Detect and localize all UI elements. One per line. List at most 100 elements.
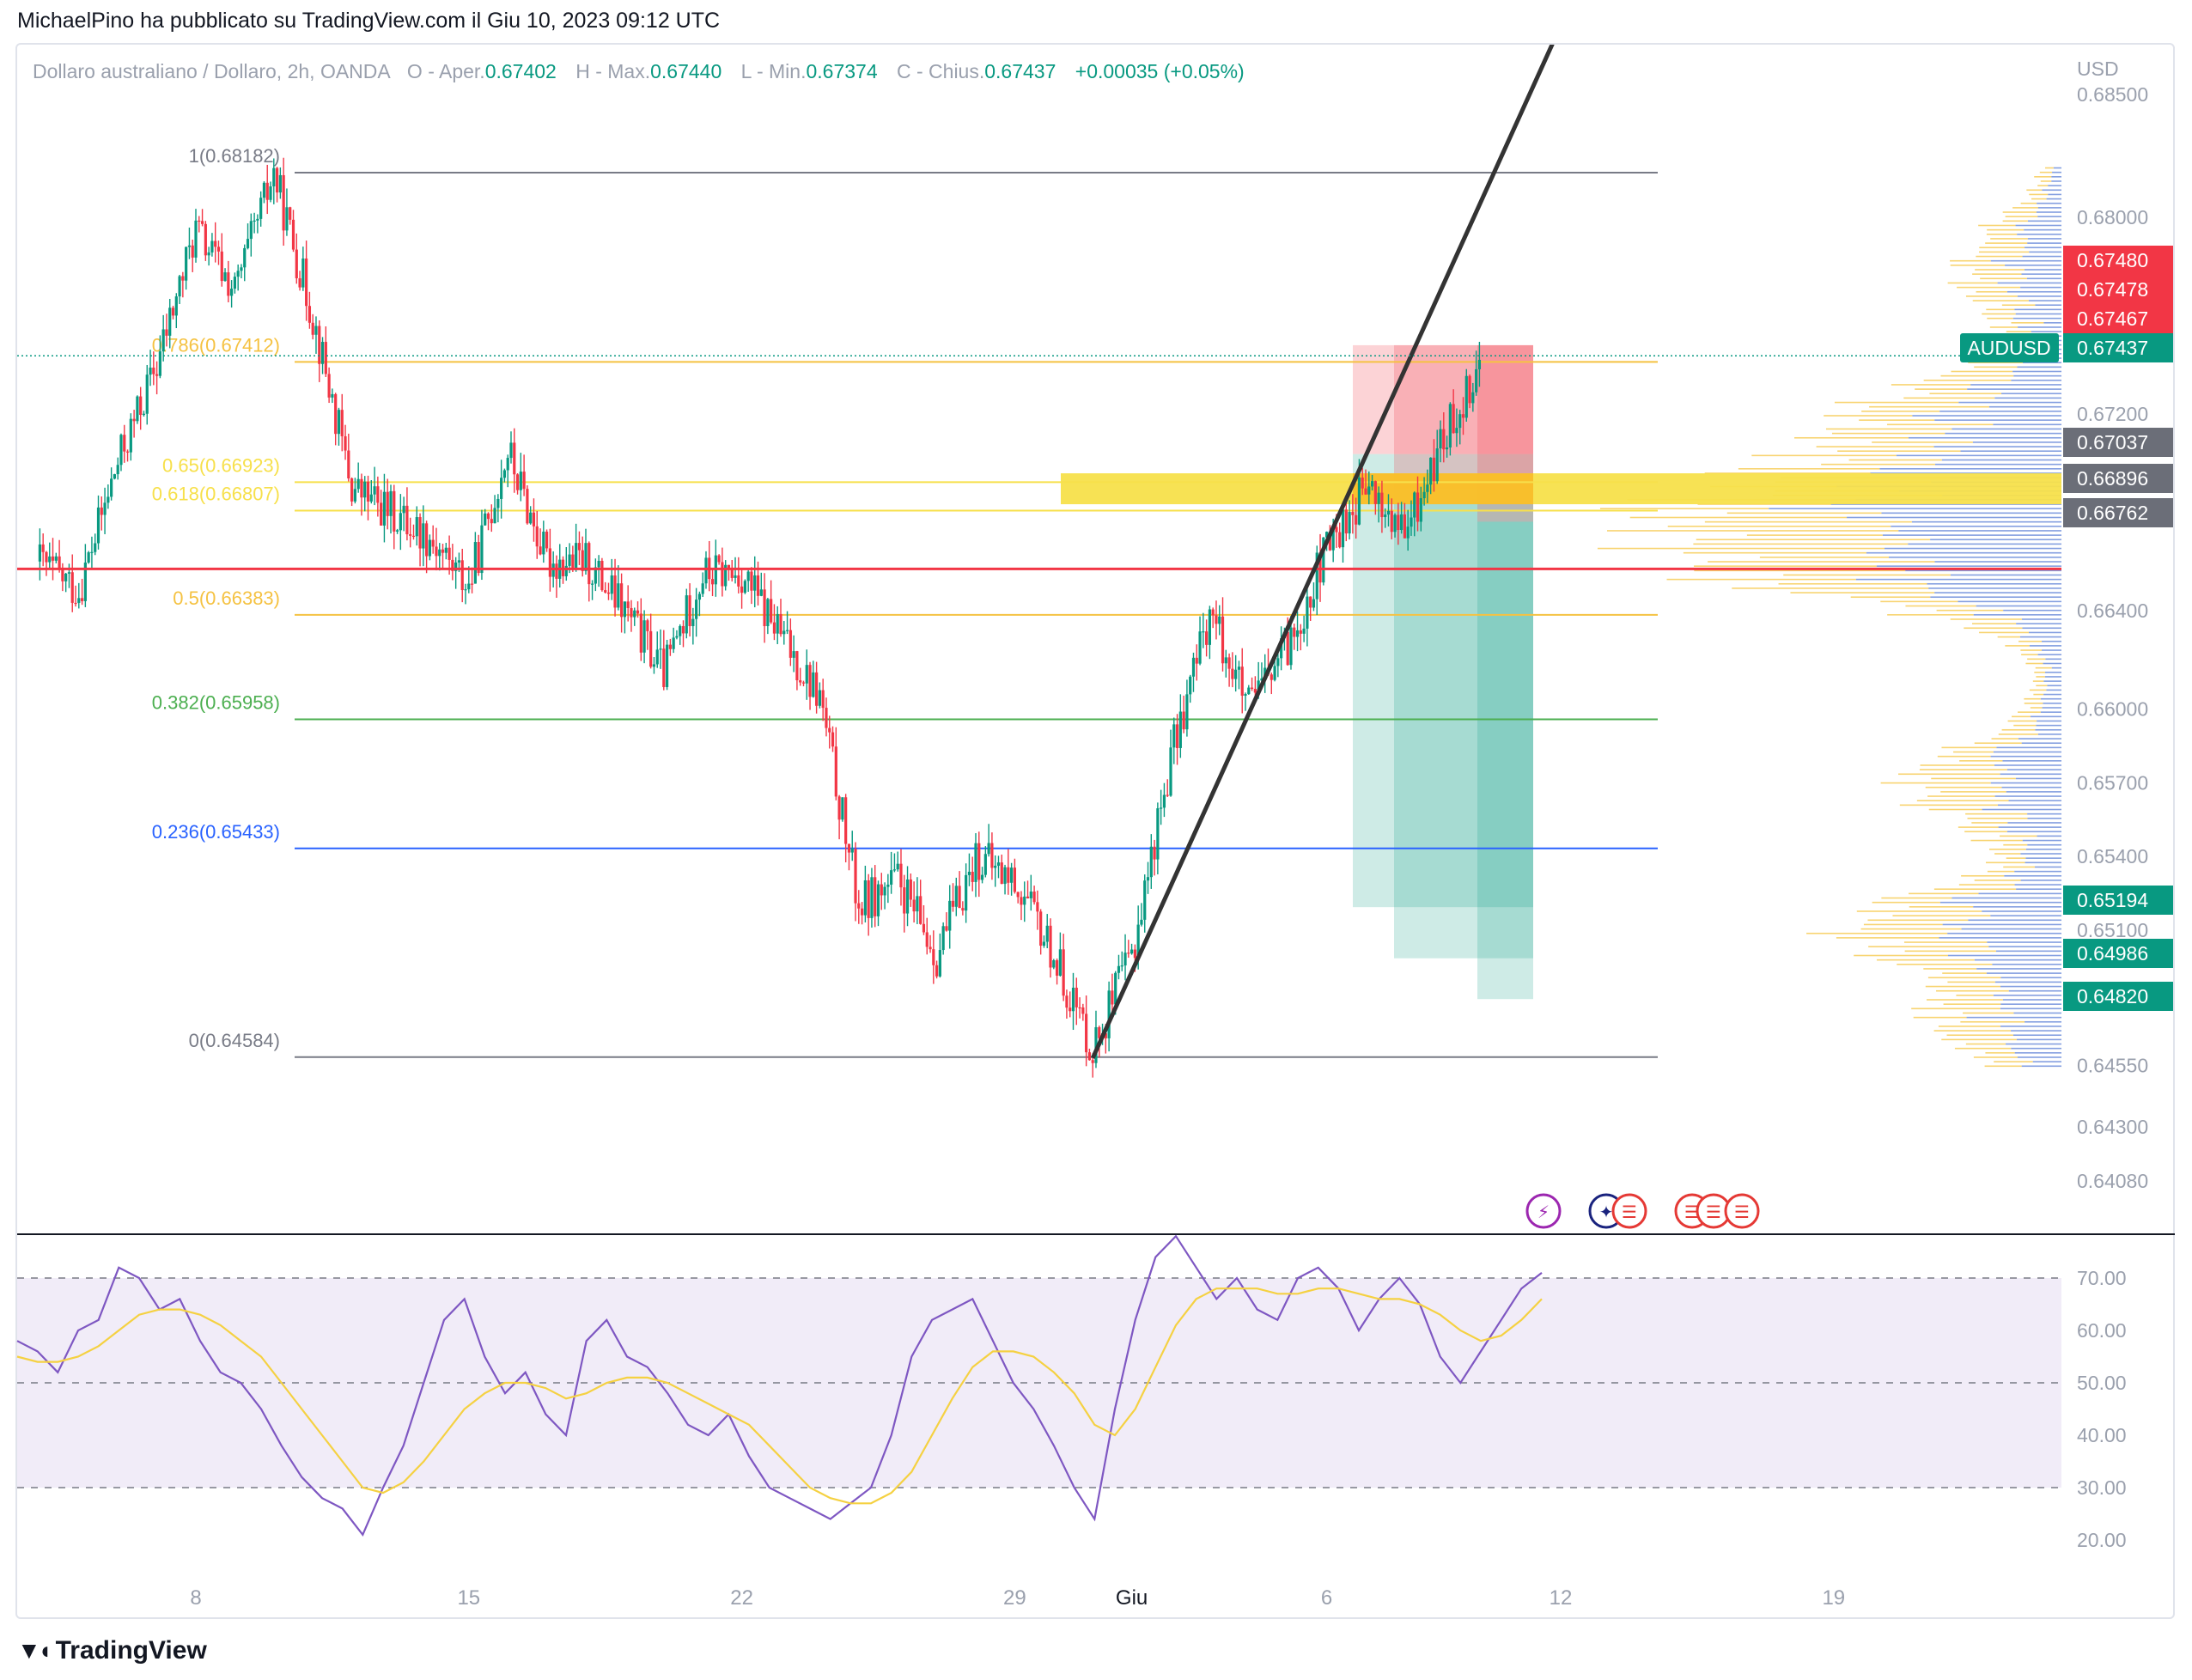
vp-bar-down — [1947, 282, 1998, 284]
vp-bar-down — [1940, 791, 2006, 793]
candle-up — [187, 245, 192, 247]
candle-down — [155, 374, 159, 376]
candle-down — [1205, 631, 1209, 645]
candle-down — [668, 644, 672, 649]
candle-up — [1471, 392, 1475, 404]
candle-up — [996, 862, 1001, 866]
vp-bar-down — [1958, 826, 1999, 828]
vp-bar-down — [1974, 742, 2022, 745]
vp-bar-down — [1994, 853, 2021, 855]
candle-up — [704, 557, 708, 584]
vp-bar-up — [2015, 313, 2061, 315]
vp-bar-down — [1831, 432, 1945, 435]
vp-bar-up — [2014, 308, 2061, 311]
vp-bar-up — [2014, 1052, 2061, 1054]
vp-bar-up — [1933, 446, 2061, 447]
candle-up — [395, 530, 399, 532]
vp-bar-down — [1950, 618, 2022, 620]
vp-bar-down — [1976, 255, 2023, 258]
fibonacci-retracement[interactable]: 1(0.68182) 0.786(0.67412) 0.65(0.66923) 0.6… — [152, 145, 1658, 1058]
vp-bar-down — [1903, 397, 1995, 399]
vp-bar-up — [2034, 866, 2061, 868]
candle-down — [513, 442, 516, 475]
vp-bar-up — [1994, 397, 2061, 399]
tradingview-logo-icon[interactable]: ▼◖ — [17, 1637, 52, 1664]
vp-bar-up — [2028, 631, 2061, 634]
candle-up — [617, 583, 620, 608]
price-tick-label: 0.68500 — [2077, 83, 2148, 106]
candle-down — [435, 546, 438, 557]
candle-down — [409, 534, 412, 536]
candle-down — [490, 519, 493, 524]
vp-bar-up — [2035, 728, 2061, 731]
candle-up — [1429, 457, 1433, 485]
candle-down — [912, 899, 916, 912]
candle-down — [539, 546, 542, 555]
candle-down — [577, 543, 581, 551]
candle-up — [1276, 658, 1280, 667]
vp-bar-up — [2027, 238, 2061, 240]
candle-up — [1107, 990, 1111, 1038]
vp-bar-down — [1986, 308, 2015, 311]
candle-up — [863, 880, 867, 916]
symbol-description[interactable]: Dollaro australiano / Dollaro, 2h, OANDA — [33, 60, 391, 82]
event-icons[interactable]: ⚡ ✦ ☰ ☰ ☰ ☰ — [1525, 1193, 1760, 1229]
rsi-tick-label: 60.00 — [2077, 1319, 2127, 1342]
candle-down — [311, 322, 314, 335]
brand-name[interactable]: TradingView — [55, 1636, 207, 1665]
candle-down — [945, 926, 948, 931]
candle-up — [850, 849, 854, 853]
candle-up — [1143, 880, 1147, 920]
candle-down — [405, 505, 409, 535]
candle-down — [1397, 514, 1400, 531]
candle-up — [679, 625, 682, 636]
candle-up — [1156, 808, 1160, 860]
vp-bar-down — [1923, 379, 2012, 381]
vp-bar-up — [1930, 539, 2061, 541]
candle-up — [473, 542, 477, 584]
vp-bar-up — [2006, 769, 2061, 770]
vp-bar-up — [2037, 835, 2061, 837]
candle-down — [340, 410, 344, 436]
candle-down — [909, 879, 912, 900]
candle-up — [506, 458, 509, 471]
vp-bar-up — [2018, 326, 2061, 328]
vp-bar-up — [2011, 1047, 2061, 1050]
drawn-lines[interactable] — [17, 26, 2061, 1059]
vp-bar-down — [1694, 569, 1906, 572]
candle-up — [259, 198, 263, 219]
vp-bar-up — [2002, 999, 2061, 1001]
candle-down — [275, 167, 279, 193]
vp-bar-down — [1957, 286, 2021, 289]
candle-down — [334, 393, 338, 435]
candle-down — [639, 613, 642, 653]
candle-up — [262, 182, 266, 198]
candle-down — [1309, 596, 1312, 608]
vp-bar-up — [1982, 910, 2061, 912]
vp-bar-up — [1997, 282, 2061, 284]
candle-down — [1211, 609, 1215, 616]
vp-bar-down — [1599, 508, 1769, 509]
vp-bar-down — [1909, 892, 1979, 895]
candle-up — [142, 413, 146, 416]
candle-up — [1117, 965, 1121, 973]
candle-down — [298, 277, 301, 288]
vp-bar-up — [1908, 436, 2061, 439]
candle-up — [1273, 666, 1276, 680]
vp-bar-down — [1597, 547, 1885, 550]
price-axis[interactable]: USD 0.68500 0.68000 0.67200 0.66400 0.66000 0.… — [2077, 58, 2148, 1192]
vp-bar-down — [1909, 906, 1974, 908]
vp-bar-down — [1869, 405, 1989, 408]
icon-glyph: ✦ — [1599, 1202, 1614, 1222]
candle-down — [681, 625, 685, 634]
vp-bar-up — [1882, 534, 2061, 536]
vp-bar-down — [1938, 1026, 2000, 1027]
candle-down — [545, 531, 549, 549]
candle-up — [980, 874, 984, 880]
time-axis[interactable]: 8 15 22 29 Giu 6 12 19 — [190, 1586, 1845, 1610]
candle-down — [1227, 657, 1231, 669]
candle-up — [1322, 537, 1325, 583]
vp-bar-up — [2022, 627, 2061, 630]
candle-down — [1085, 1013, 1088, 1053]
